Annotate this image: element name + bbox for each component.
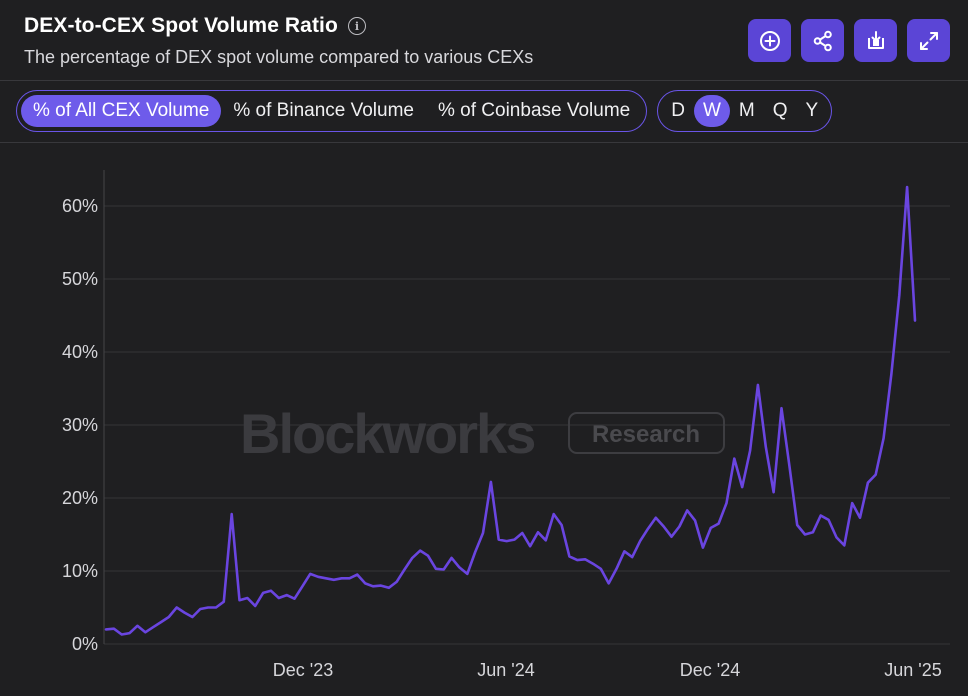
timeframe-m[interactable]: M (738, 100, 755, 121)
chart-header: DEX-to-CEX Spot Volume Ratio i The perce… (0, 0, 968, 81)
y-tick-label: 50% (62, 269, 98, 289)
expand-button[interactable] (907, 19, 950, 62)
tab-binance-volume[interactable]: % of Binance Volume (233, 100, 414, 121)
y-tick-label: 40% (62, 342, 98, 362)
timeframe-y[interactable]: Y (805, 100, 819, 121)
metric-selector: % of All CEX Volume % of Binance Volume … (16, 90, 648, 132)
add-button[interactable] (748, 19, 791, 62)
x-tick-label: Jun '25 (884, 660, 941, 680)
watermark-tag: Research (592, 421, 700, 448)
download-button[interactable] (854, 19, 897, 62)
x-tick-label: Dec '24 (680, 660, 740, 680)
y-tick-label: 30% (62, 415, 98, 435)
watermark-brand: Blockworks (240, 402, 534, 465)
tab-all-cex-volume[interactable]: % of All CEX Volume (21, 95, 222, 127)
x-tick-label: Dec '23 (273, 660, 333, 680)
x-tick-label: Jun '24 (477, 660, 534, 680)
title-row: DEX-to-CEX Spot Volume Ratio i (24, 14, 366, 38)
action-buttons (748, 19, 950, 62)
timeframe-d[interactable]: D (671, 100, 685, 121)
info-icon[interactable]: i (347, 17, 366, 35)
timeframe-selector: D W M Q Y (657, 90, 833, 132)
y-tick-label: 60% (62, 196, 98, 216)
download-icon (867, 30, 884, 49)
chart-title: DEX-to-CEX Spot Volume Ratio (24, 14, 338, 37)
line-chart: 0% 10% 20% 30% 40% 50% 60% Blockworks Research De… (62, 170, 950, 680)
chart-subtitle: The percentage of DEX spot volume compar… (24, 47, 534, 67)
timeframe-q[interactable]: Q (772, 100, 788, 121)
y-tick-label: 20% (62, 488, 98, 508)
series-line (104, 185, 917, 636)
chart-controls: % of All CEX Volume % of Binance Volume … (16, 90, 833, 134)
y-tick-label: 0% (72, 634, 98, 654)
share-icon (813, 30, 832, 51)
share-button[interactable] (801, 19, 844, 62)
controls-divider (0, 142, 968, 143)
expand-icon (919, 31, 938, 50)
tab-coinbase-volume[interactable]: % of Coinbase Volume (438, 100, 631, 121)
add-icon (759, 30, 780, 51)
watermark-tag-box (568, 412, 725, 454)
timeframe-w[interactable]: W (693, 95, 730, 127)
y-tick-label: 10% (62, 561, 98, 581)
